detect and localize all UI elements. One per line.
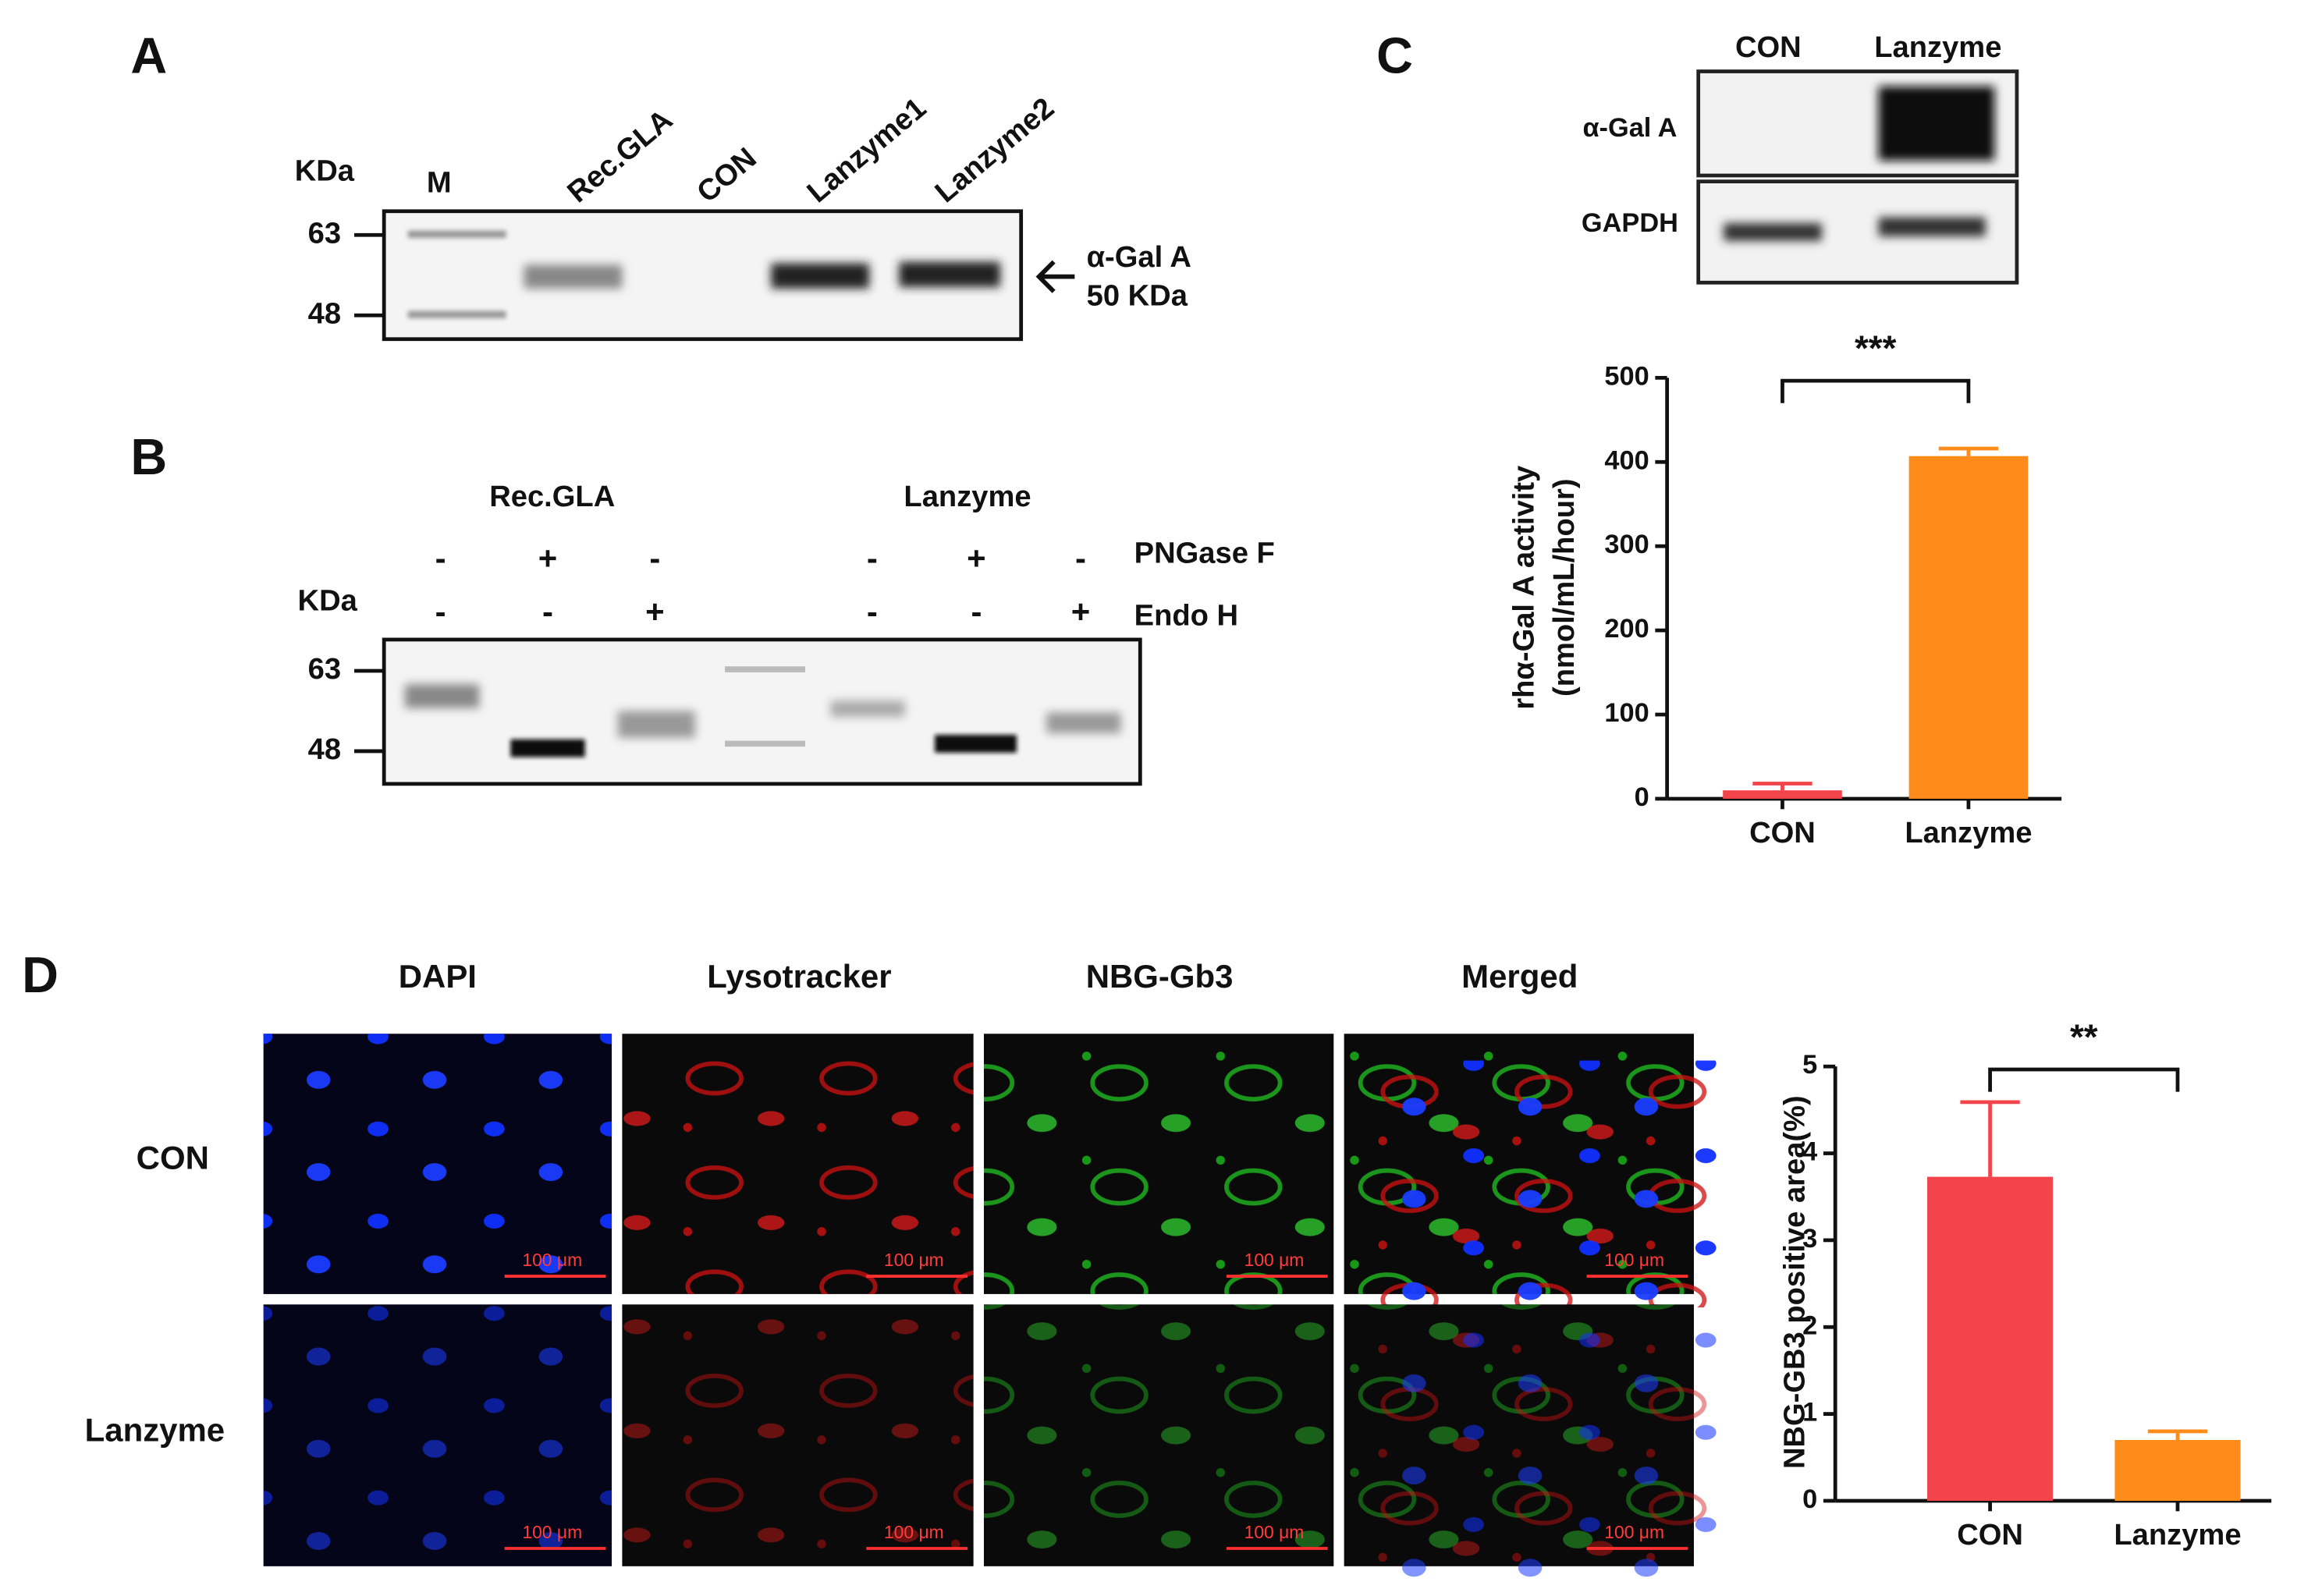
y-tick-label: 0 [1635, 782, 1649, 812]
scale-bar-label: 100 μm [522, 1522, 582, 1542]
lane-label: Lanzyme2 [928, 91, 1060, 209]
marker-label: 63 [308, 652, 341, 686]
treatment-sign: + [967, 540, 986, 576]
treatment-sign: - [542, 594, 553, 630]
x-tick-label: Lanzyme [1905, 816, 2032, 849]
marker-label: 48 [308, 732, 341, 766]
row-label: Lanzyme [85, 1411, 225, 1448]
treatment-sign: - [435, 594, 446, 630]
micrograph-signal [622, 1304, 974, 1566]
lane-label: Rec.GLA [561, 103, 679, 209]
treatment-sign: - [867, 540, 878, 576]
y-tick-label: 4 [1802, 1137, 1817, 1167]
treatment-label: Endo H [1134, 598, 1238, 632]
treatment-sign: + [645, 594, 665, 630]
group-label: Rec.GLA [489, 480, 615, 513]
unit-label: KDa [295, 154, 355, 187]
treatment-sign: - [435, 540, 446, 576]
column-label: Lysotracker [707, 958, 891, 995]
marker-label: 48 [308, 296, 341, 330]
treatment-sign: + [538, 540, 558, 576]
micrographs: 100 μm 100 μm 100 μm 100 μm 100 μm 100 μm 100 … [263, 1034, 1745, 1594]
y-axis-label: rhα-Gal A activity [1507, 466, 1540, 710]
significance-bracket [1781, 378, 1971, 403]
y-axis-label: (nmol/mL/hour) [1547, 478, 1581, 696]
scale-bar-label: 100 μm [884, 1250, 944, 1270]
scale-bar-label: 100 μm [1244, 1522, 1305, 1542]
arrow [1035, 260, 1075, 293]
error-bar [1938, 446, 1999, 456]
blot [1696, 69, 2019, 285]
treatment-sign: - [1075, 540, 1086, 576]
scale-bar-label: 100 μm [522, 1250, 582, 1270]
lane-label: M [427, 166, 452, 200]
treatment-sign: + [1071, 594, 1091, 630]
significance-bracket [1988, 1067, 2180, 1092]
lane-label: Lanzyme [1874, 30, 2001, 64]
micrograph-signal [1394, 1331, 1745, 1594]
y-tick-label: 1 [1802, 1398, 1817, 1428]
y-tick-label: 100 [1604, 698, 1649, 728]
x-tick-label: CON [1957, 1518, 2023, 1552]
scale-bar-label: 100 μm [884, 1522, 944, 1542]
y-tick-label: 3 [1802, 1224, 1817, 1254]
bar [2114, 1440, 2241, 1501]
error-bar [1960, 1100, 2020, 1177]
row-label: GAPDH [1582, 208, 1678, 238]
micrograph-signal [263, 1304, 612, 1566]
significance-label: *** [1855, 328, 1897, 368]
group-label: Lanzyme [904, 480, 1031, 513]
treatment-sign: - [867, 594, 878, 630]
treatment-sign: - [649, 540, 660, 576]
lane-label: CON [1735, 30, 1802, 64]
scale-bar-label: 100 μm [1604, 1522, 1664, 1542]
panel-letter: A [130, 27, 167, 83]
blot [354, 209, 1024, 342]
y-tick-label: 5 [1802, 1050, 1817, 1080]
column-label: Merged [1461, 958, 1578, 995]
y-tick-label: 200 [1604, 614, 1649, 644]
y-axis-label: NBG-GB3 positive area(%) [1778, 1095, 1812, 1469]
treatment-signs: - + - - + - - - + - - + [435, 540, 1091, 630]
y-tick-label: 400 [1604, 445, 1649, 475]
panel-letter: B [130, 428, 167, 485]
micrograph-signal [622, 1034, 974, 1294]
lane-label: Lanzyme1 [801, 91, 932, 209]
micrograph-signal [263, 1034, 612, 1294]
scale-bar-label: 100 μm [1244, 1250, 1305, 1270]
column-label: NBG-Gb3 [1086, 958, 1234, 995]
treatment-sign: - [971, 594, 982, 630]
error-bar [1752, 782, 1813, 791]
panel-letter: C [1376, 27, 1413, 83]
blot [354, 637, 1142, 786]
y-tick-label: 0 [1802, 1484, 1817, 1514]
error-bar [2147, 1429, 2208, 1441]
row-label: α-Gal A [1582, 113, 1677, 143]
unit-label: KDa [298, 583, 358, 617]
bar [1927, 1176, 2054, 1501]
marker-label: 63 [308, 216, 341, 250]
target-label: α-Gal A [1087, 240, 1191, 274]
y-tick-label: 2 [1802, 1310, 1817, 1340]
target-size: 50 KDa [1087, 278, 1188, 312]
lane-label: CON [691, 141, 763, 209]
panel-letter: D [22, 946, 59, 1003]
x-tick-label: Lanzyme [2114, 1518, 2241, 1552]
micrograph-signal [983, 1034, 1334, 1294]
x-tick-label: CON [1749, 816, 1816, 849]
column-label: DAPI [399, 958, 477, 995]
micrograph-signal [983, 1304, 1334, 1566]
scale-bar-label: 100 μm [1604, 1250, 1664, 1270]
bar [1723, 790, 1842, 799]
micrograph-signal [1394, 1060, 1745, 1321]
row-label: CON [137, 1139, 209, 1176]
y-tick-label: 500 [1604, 361, 1649, 391]
y-tick-label: 300 [1604, 530, 1649, 559]
bar [1908, 456, 2029, 799]
treatment-label: PNGase F [1134, 536, 1275, 569]
significance-label: ** [2070, 1017, 2098, 1057]
